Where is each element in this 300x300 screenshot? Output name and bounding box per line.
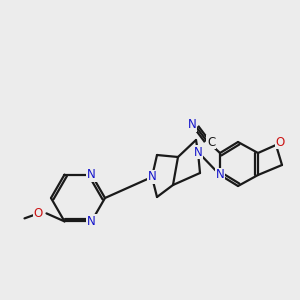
Text: N: N [87,215,96,228]
Text: N: N [188,118,196,131]
Text: N: N [87,168,96,181]
Text: C: C [207,136,215,148]
Text: N: N [148,170,156,184]
Text: N: N [216,169,224,182]
Text: O: O [34,207,43,220]
Text: O: O [275,136,285,148]
Text: N: N [194,146,202,158]
